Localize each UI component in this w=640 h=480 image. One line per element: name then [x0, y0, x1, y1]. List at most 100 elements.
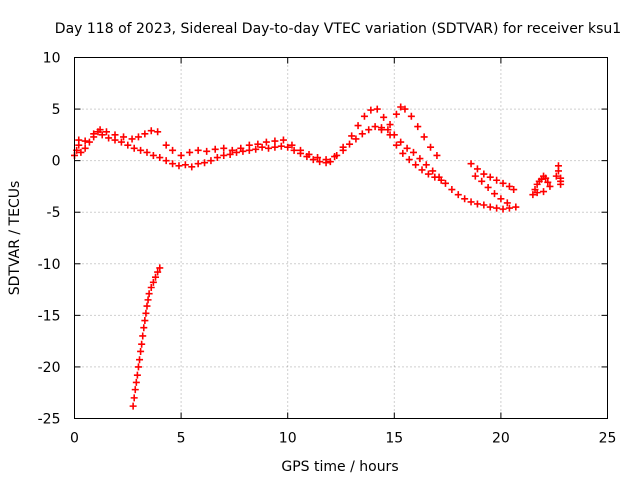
data-point [378, 126, 386, 134]
data-point [220, 151, 228, 159]
data-point [124, 141, 132, 149]
data-point [129, 402, 137, 410]
data-point [316, 158, 324, 166]
data-point [486, 203, 494, 211]
series-end-cluster [529, 162, 565, 199]
data-point [279, 136, 287, 144]
data-point [130, 394, 138, 402]
data-point [175, 162, 183, 170]
data-point [392, 141, 400, 149]
data-point [557, 180, 565, 188]
data-point [354, 122, 362, 130]
x-tick-label: 20 [492, 431, 510, 447]
data-point [277, 142, 285, 150]
tick-layer [74, 57, 608, 419]
data-point [233, 148, 241, 156]
data-point [499, 179, 507, 187]
data-point [162, 141, 170, 149]
data-point [348, 132, 356, 140]
data-point [177, 151, 185, 159]
data-point [499, 205, 507, 213]
data-point [471, 172, 479, 180]
data-point [181, 161, 189, 169]
data-point [271, 143, 279, 151]
data-point [309, 156, 317, 164]
data-point [149, 151, 157, 159]
data-point [418, 166, 426, 174]
data-point [510, 186, 518, 194]
data-point [480, 201, 488, 209]
data-point [139, 332, 147, 340]
data-point [480, 170, 488, 178]
data-point [134, 133, 142, 141]
data-point [427, 143, 435, 151]
data-point [142, 309, 150, 317]
data-point [441, 179, 449, 187]
data-point [552, 172, 560, 180]
data-point [147, 284, 155, 292]
data-point [554, 162, 562, 170]
data-point [401, 105, 409, 113]
data-point [493, 176, 501, 184]
data-point [493, 204, 501, 212]
data-point [143, 302, 151, 310]
data-point [169, 160, 177, 168]
data-point [503, 199, 511, 207]
data-point [220, 144, 228, 152]
data-point [371, 123, 379, 131]
data-point [136, 356, 144, 364]
data-point [352, 135, 360, 143]
data-point [512, 203, 520, 211]
data-point [188, 163, 196, 171]
data-point [399, 149, 407, 157]
data-point [162, 157, 170, 165]
data-point [431, 173, 439, 181]
data-point [360, 112, 368, 120]
grid-layer [74, 57, 608, 419]
data-point [105, 134, 113, 142]
data-point [145, 290, 153, 298]
data-point [117, 138, 125, 146]
data-point [296, 146, 304, 154]
data-point [386, 121, 394, 129]
y-tick-label: 10 [43, 51, 61, 67]
data-point [132, 378, 140, 386]
y-tick-label: 0 [52, 154, 61, 170]
data-point [346, 140, 354, 148]
marker-layer [71, 103, 565, 410]
data-point [90, 130, 98, 138]
data-point [505, 182, 513, 190]
data-point [392, 110, 400, 118]
data-point [429, 167, 437, 175]
data-point [322, 156, 330, 164]
data-point [203, 147, 211, 155]
data-point [147, 127, 155, 135]
x-tick-label: 10 [279, 431, 297, 447]
plot-frame [74, 57, 608, 419]
data-point [461, 195, 469, 203]
data-point [290, 146, 298, 154]
data-point [258, 143, 266, 151]
data-point [137, 347, 145, 355]
x-axis-label: GPS time / hours [281, 459, 398, 475]
data-point [207, 157, 215, 165]
data-point [254, 140, 262, 148]
data-point [305, 150, 313, 158]
data-point [491, 190, 499, 198]
data-point [140, 324, 148, 332]
data-point [186, 148, 194, 156]
series-steep-track [129, 264, 164, 410]
data-point [544, 178, 552, 186]
data-point [156, 154, 164, 162]
data-point [478, 177, 486, 185]
data-point [484, 183, 492, 191]
data-point [213, 154, 221, 162]
data-point [420, 133, 428, 141]
data-point [358, 130, 366, 138]
data-point [134, 363, 142, 371]
data-point [143, 148, 151, 156]
data-point [505, 204, 513, 212]
data-point [128, 135, 136, 143]
data-point [416, 155, 424, 163]
